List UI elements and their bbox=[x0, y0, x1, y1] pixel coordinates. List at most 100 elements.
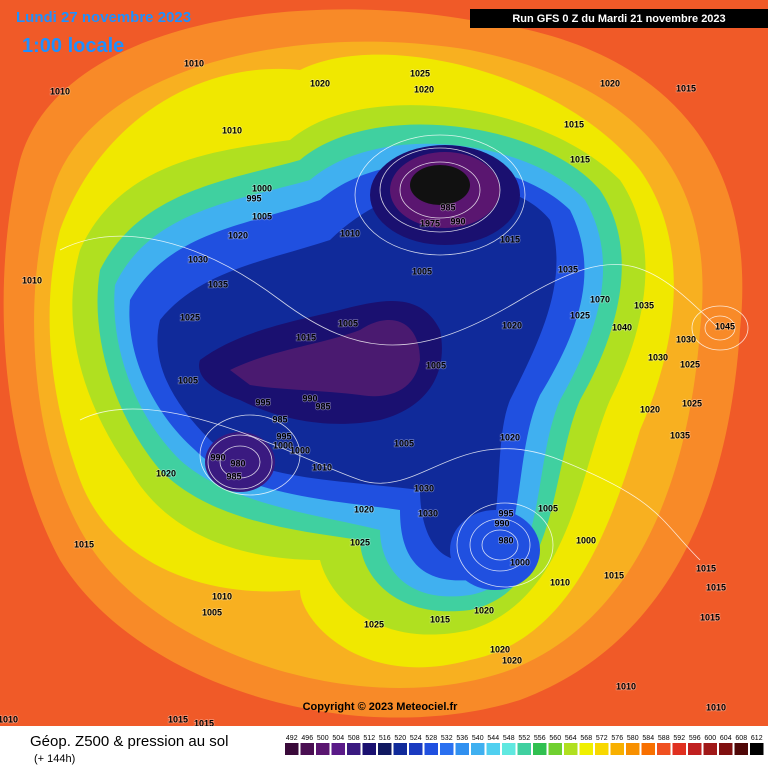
date-label: Lundi 27 novembre 2023 bbox=[16, 9, 191, 26]
scale-swatch bbox=[688, 743, 702, 755]
scale-label: 564 bbox=[565, 735, 577, 742]
isobar-label: 1000 bbox=[576, 535, 596, 545]
scale-label: 612 bbox=[751, 735, 763, 742]
scale-label: 496 bbox=[301, 735, 313, 742]
scale-swatch bbox=[471, 743, 485, 755]
isobar-label: 1010 bbox=[616, 681, 636, 691]
scale-swatch bbox=[378, 743, 392, 755]
scale-label: 544 bbox=[487, 735, 499, 742]
isobar-label: 1020 bbox=[474, 605, 494, 615]
isobar-labels: 1010 1010 1010 1020 1025 1020 1020 1015 1015 1015… bbox=[0, 58, 736, 730]
scale-label: 528 bbox=[425, 735, 437, 742]
isobar-label: 1010 bbox=[212, 591, 232, 601]
scale-label: 508 bbox=[348, 735, 360, 742]
isobar-label: 1030 bbox=[418, 508, 438, 518]
isobar-label: 985 bbox=[272, 414, 287, 424]
scale-label: 592 bbox=[673, 735, 685, 742]
isobar-label: 1025 bbox=[350, 537, 370, 547]
scale-label: 500 bbox=[317, 735, 329, 742]
isobar-label: 1015 bbox=[296, 332, 316, 342]
isobar-label: 1010 bbox=[0, 714, 18, 724]
isobar-label: 1015 bbox=[564, 119, 584, 129]
isobar-label: 1035 bbox=[208, 279, 228, 289]
isobar-label: 1015 bbox=[706, 582, 726, 592]
color-scale: 492 496 500 504 508 512 516 520 524 528 532 536 540 5… bbox=[285, 735, 764, 755]
isobar-label: 990 bbox=[450, 216, 465, 226]
isobar-label: 1005 bbox=[426, 360, 446, 370]
time-label: 1:00 locale bbox=[22, 35, 124, 57]
scale-label: 604 bbox=[720, 735, 732, 742]
scale-label: 504 bbox=[332, 735, 344, 742]
footer-lead: (+ 144h) bbox=[34, 753, 75, 765]
scale-label: 552 bbox=[518, 735, 530, 742]
scale-label: 520 bbox=[394, 735, 406, 742]
isobar-label: 1015 bbox=[194, 718, 214, 728]
isobar-label: 1010 bbox=[50, 86, 70, 96]
isobar-label: 1025 bbox=[364, 619, 384, 629]
isobar-label: 1025 bbox=[570, 310, 590, 320]
isobar-label: 985 bbox=[440, 202, 455, 212]
scale-swatch bbox=[610, 743, 624, 755]
scale-label: 608 bbox=[735, 735, 747, 742]
isobar-label: 1015 bbox=[604, 570, 624, 580]
isobar-label: 1975 bbox=[420, 218, 440, 228]
scale-swatch bbox=[657, 743, 671, 755]
scale-swatch bbox=[533, 743, 547, 755]
isobars bbox=[59, 134, 749, 588]
scale-label: 540 bbox=[472, 735, 484, 742]
scale-label: 512 bbox=[363, 735, 375, 742]
scale-label: 536 bbox=[456, 735, 468, 742]
isobar-label: 1025 bbox=[680, 359, 700, 369]
isobar-label: 1000 bbox=[510, 557, 530, 567]
scale-swatch bbox=[424, 743, 438, 755]
scale-swatch bbox=[300, 743, 314, 755]
isobar-label: 1005 bbox=[538, 503, 558, 513]
isobar-label: 995 bbox=[246, 193, 261, 203]
isobar-label: 1020 bbox=[228, 230, 248, 240]
isobar-label: 1010 bbox=[312, 462, 332, 472]
isobar-label: 1015 bbox=[676, 83, 696, 93]
isobar-label: 1035 bbox=[558, 264, 578, 274]
scale-label: 548 bbox=[503, 735, 515, 742]
scale-swatch bbox=[393, 743, 407, 755]
isobar-label: 1020 bbox=[640, 404, 660, 414]
scale-label: 516 bbox=[379, 735, 391, 742]
scale-swatch bbox=[626, 743, 640, 755]
scale-label: 576 bbox=[611, 735, 623, 742]
isobar-label: 1015 bbox=[74, 539, 94, 549]
scale-label: 532 bbox=[441, 735, 453, 742]
scale-swatch bbox=[347, 743, 361, 755]
isobar-label: 1020 bbox=[600, 78, 620, 88]
scale-swatch bbox=[734, 743, 748, 755]
isobar-label: 995 bbox=[276, 431, 291, 441]
isobar-label: 995 bbox=[255, 397, 270, 407]
isobar-label: 1015 bbox=[430, 614, 450, 624]
isobar-label: 1025 bbox=[682, 398, 702, 408]
scale-swatch bbox=[564, 743, 578, 755]
scale-label: 492 bbox=[286, 735, 298, 742]
run-label: Run GFS 0 Z du Mardi 21 novembre 2023 bbox=[512, 13, 725, 25]
isobar-label: 1020 bbox=[354, 504, 374, 514]
scale-label: 572 bbox=[596, 735, 608, 742]
isobar-label: 1035 bbox=[634, 300, 654, 310]
isobar-label: 1015 bbox=[500, 234, 520, 244]
isobar-label: 1020 bbox=[502, 320, 522, 330]
scale-label: 524 bbox=[410, 735, 422, 742]
isobar-label: 1010 bbox=[22, 275, 42, 285]
isobar-label: 990 bbox=[210, 452, 225, 462]
isobar-label: 1010 bbox=[222, 125, 242, 135]
scale-label: 600 bbox=[704, 735, 716, 742]
scale-label: 556 bbox=[534, 735, 546, 742]
scale-swatch bbox=[750, 743, 764, 755]
isobar-label: 1020 bbox=[502, 655, 522, 665]
scale-swatch bbox=[548, 743, 562, 755]
footer-title: Géop. Z500 & pression au sol bbox=[30, 733, 228, 750]
isobar-label: 1030 bbox=[676, 334, 696, 344]
isobar-label: 1015 bbox=[700, 612, 720, 622]
scale-label: 580 bbox=[627, 735, 639, 742]
isobar-label: 985 bbox=[226, 471, 241, 481]
isobar-label: 1070 bbox=[590, 294, 610, 304]
scale-swatch bbox=[595, 743, 609, 755]
scale-swatch bbox=[486, 743, 500, 755]
